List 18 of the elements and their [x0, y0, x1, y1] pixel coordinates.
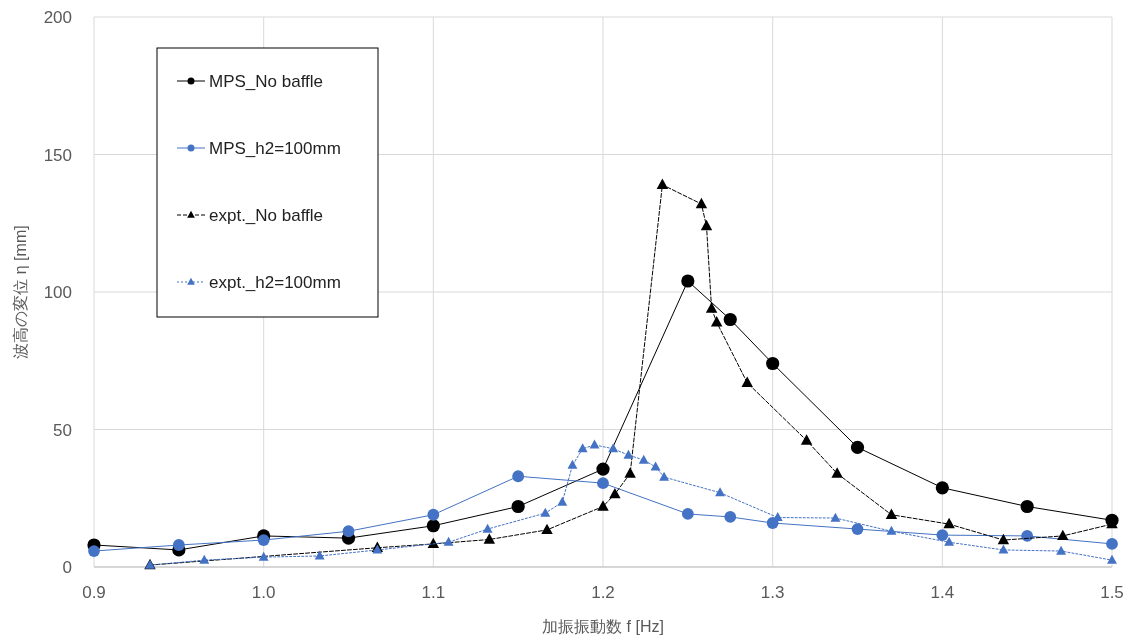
ytick: 0: [62, 558, 72, 577]
xtick: 1.1: [421, 583, 446, 602]
xtick: 1.4: [930, 583, 955, 602]
xtick: 1.3: [760, 583, 785, 602]
xtick: 1.0: [251, 583, 276, 602]
xtick: 1.5: [1100, 583, 1124, 602]
legend-label: MPS_h2=100mm: [209, 139, 341, 158]
ytick: 150: [43, 145, 72, 165]
xtick: 0.9: [82, 583, 106, 602]
legend-label: MPS_No baffle: [209, 72, 324, 91]
ylabel: 波高の変位 η [mm]: [12, 225, 29, 359]
xtick: 1.2: [591, 583, 615, 602]
ytick: 200: [43, 8, 72, 27]
legend-label: expt._h2=100mm: [209, 273, 341, 292]
ytick: 50: [53, 420, 72, 440]
xlabel: 加振振動数 f [Hz]: [542, 618, 664, 635]
ytick: 100: [43, 283, 72, 302]
legend-label: expt._No baffle: [209, 206, 324, 225]
